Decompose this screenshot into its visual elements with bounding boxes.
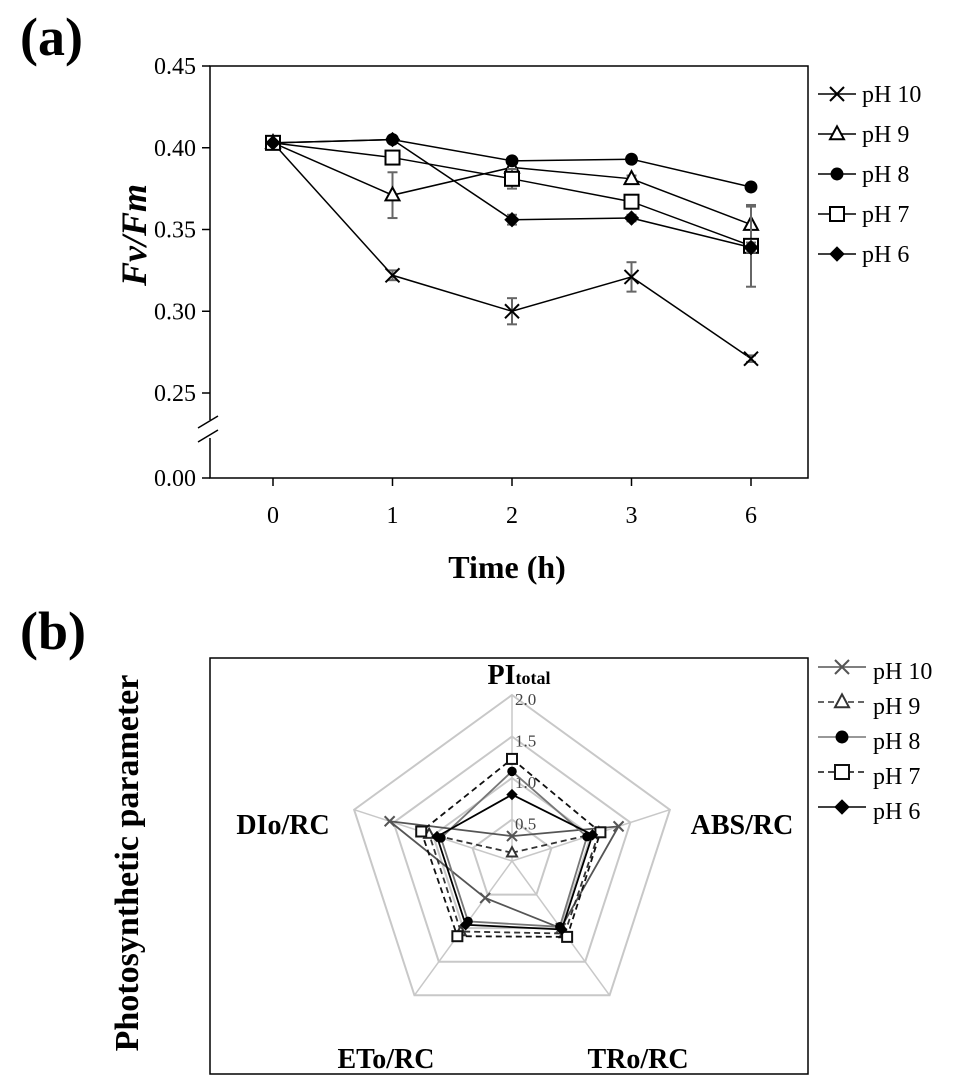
data-point	[504, 170, 520, 187]
radar-data-point	[479, 892, 491, 904]
radar-series-ph-6	[431, 788, 599, 936]
legend-label: pH 6	[873, 799, 920, 825]
radar-axis-label: ETo/RC	[337, 1044, 434, 1075]
data-point	[743, 350, 759, 367]
radar-data-point	[506, 830, 518, 842]
radar-data-point	[431, 830, 443, 843]
radar-data-point	[506, 752, 518, 765]
radar-ring	[431, 776, 593, 930]
radar-data-point	[451, 930, 464, 943]
data-point	[384, 131, 401, 148]
legend-label: pH 7	[862, 202, 909, 228]
series-ph-6	[265, 131, 759, 256]
legend-a: pH 10 pH 9 pH 8 pH 7 pH 6	[818, 82, 921, 268]
x-tick-label: 1	[387, 503, 399, 529]
data-point	[625, 152, 638, 166]
legend-label: pH 8	[862, 162, 909, 188]
y-tick-label: 0.35	[154, 218, 196, 244]
radar-data-point	[556, 923, 568, 936]
legend-label: pH 7	[873, 764, 920, 790]
axis-break-mark	[197, 429, 219, 443]
data-point	[623, 210, 640, 226]
data-point	[743, 239, 759, 256]
legend-marker	[834, 764, 850, 780]
radar-ring-label: 0.5	[515, 815, 536, 834]
data-point	[265, 135, 281, 151]
radar-ring	[392, 735, 632, 963]
x-axis-title: Time (h)	[448, 549, 566, 585]
data-point	[623, 193, 640, 210]
radar-data-point	[506, 788, 518, 801]
radar-data-point	[459, 919, 472, 931]
axis-break-mark	[197, 415, 219, 429]
data-point	[505, 154, 519, 168]
radar-axis-label: TRo/RC	[587, 1044, 688, 1075]
y-tick-label: 0.25	[154, 381, 196, 407]
panel-b-label: (b)	[20, 601, 86, 661]
x-tick-label: 3	[626, 503, 638, 529]
legend-marker	[829, 206, 845, 222]
legend-b: pH 10 pH 9 pH 8 pH 7 pH 6	[818, 659, 932, 825]
radar-data-point	[505, 845, 519, 858]
radar-data-point	[383, 815, 396, 827]
data-point	[622, 169, 641, 186]
data-point	[504, 211, 520, 228]
legend-marker	[834, 659, 850, 675]
radar-ring-label: 2.0	[515, 690, 536, 709]
radar-series-ph-7	[415, 752, 607, 943]
radar-data-point	[561, 930, 574, 943]
data-point	[384, 267, 401, 283]
legend-label: pH 6	[862, 242, 909, 268]
data-point	[623, 269, 640, 285]
radar-series-line	[420, 757, 602, 938]
radar-data-point	[507, 766, 517, 777]
radar-y-axis-title: Photosynthetic parameter	[109, 675, 146, 1052]
y-tick-label: 0.00	[154, 466, 196, 492]
radar-series-line	[435, 793, 594, 931]
legend-label: pH 10	[862, 82, 921, 108]
legend-label: pH 10	[873, 659, 932, 685]
radar-ring	[471, 818, 553, 896]
data-point	[384, 149, 401, 166]
legend-marker	[829, 246, 845, 262]
legend-label: pH 9	[862, 122, 909, 148]
x-tick-label: 6	[745, 503, 757, 529]
y-axis-title: Fv/Fm	[114, 184, 154, 287]
legend-marker	[830, 167, 844, 181]
legend-marker	[828, 124, 846, 141]
data-point	[744, 180, 758, 194]
legend-label: pH 9	[873, 694, 920, 720]
radar-spoke	[413, 860, 513, 996]
radar-axis-label: DIo/RC	[236, 810, 329, 841]
radar-axis-label: PItotal	[488, 660, 551, 691]
x-tick-label: 2	[506, 503, 518, 529]
legend-label: pH 8	[873, 729, 920, 755]
radar-data-point	[586, 829, 599, 841]
legend-marker	[833, 692, 851, 709]
panel-a-label: (a)	[20, 7, 83, 67]
series-ph-10	[265, 135, 759, 367]
chart-b: Photosynthetic parameter 0.51.01.52.0PIto…	[109, 657, 932, 1075]
y-tick-label: 0.45	[154, 54, 196, 80]
legend-marker	[835, 730, 849, 744]
radar-data-point	[612, 820, 625, 833]
radar-ring-label: 1.5	[515, 732, 536, 751]
y-tick-label: 0.40	[154, 136, 196, 162]
chart-a: 0.45 0.40 0.35 0.30 0.25 0.00 0 1 2 3 6 Time (h) Fv/…	[114, 54, 921, 585]
radar-ring	[352, 693, 672, 997]
legend-marker	[829, 86, 845, 102]
chart-b-frame	[209, 657, 809, 1075]
radar-data-point	[415, 825, 428, 838]
x-tick-label: 0	[267, 503, 279, 529]
data-point	[383, 185, 402, 202]
y-tick-label: 0.30	[154, 299, 196, 325]
chart-a-frame	[209, 65, 809, 479]
radar-axis-label: ABS/RC	[691, 810, 794, 841]
data-point	[504, 303, 520, 319]
legend-marker	[834, 799, 850, 815]
